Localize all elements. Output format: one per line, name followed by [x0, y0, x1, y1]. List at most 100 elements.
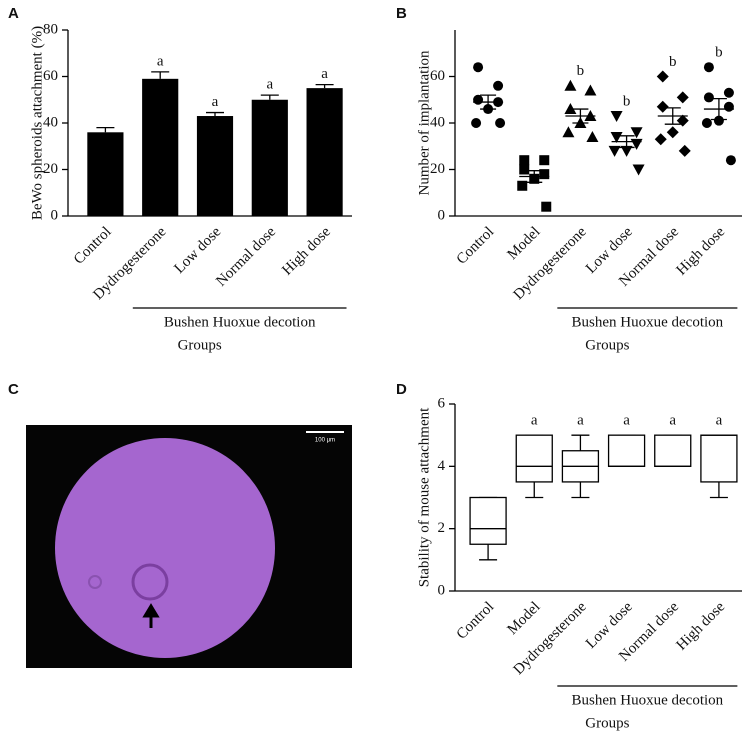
point	[473, 62, 484, 73]
point	[656, 100, 669, 113]
group-label: Bushen Huoxue decotion	[572, 314, 724, 330]
y-tick-label: 60	[43, 68, 58, 84]
bar	[87, 132, 124, 216]
point	[703, 92, 714, 103]
point	[564, 79, 577, 91]
y-tick-label: 2	[438, 520, 446, 536]
spheroid	[131, 563, 169, 601]
y-tick-label: 60	[430, 68, 445, 84]
scale-label: 100 μm	[315, 438, 335, 444]
x-axis-label: Groups	[585, 715, 629, 731]
y-tick-label: 4	[438, 458, 446, 474]
x-tick-label: Control	[454, 599, 498, 643]
x-tick-label: High dose	[674, 224, 729, 279]
micrograph: 100 μm	[26, 425, 352, 668]
annotation: a	[577, 413, 584, 429]
annotation: a	[669, 413, 676, 429]
y-tick-label: 80	[43, 21, 58, 37]
point	[610, 111, 623, 123]
arrow	[142, 603, 160, 628]
y-tick-label: 0	[438, 207, 446, 223]
point	[656, 70, 669, 83]
annotation: a	[212, 94, 219, 110]
bar	[251, 99, 288, 216]
point	[620, 145, 633, 157]
point	[495, 118, 506, 128]
point	[608, 145, 621, 157]
point	[473, 94, 484, 105]
annotation: a	[266, 77, 273, 93]
point	[493, 80, 504, 91]
annotation: b	[577, 63, 585, 79]
point	[517, 180, 528, 191]
x-tick-label: Model	[504, 599, 543, 638]
point	[654, 133, 667, 146]
point	[586, 130, 599, 142]
point	[676, 91, 689, 104]
y-axis-label: Stability of mouse attachment	[416, 407, 432, 587]
point	[471, 118, 482, 128]
group-label: Bushen Huoxue decotion	[572, 692, 724, 708]
box	[469, 496, 507, 545]
point	[666, 126, 679, 139]
x-tick-label: Normal dose	[213, 224, 279, 290]
annotation: b	[623, 93, 631, 109]
cell	[88, 575, 102, 589]
annotation: b	[669, 54, 677, 70]
panel-label: D	[396, 381, 407, 398]
y-tick-label: 40	[43, 114, 58, 130]
x-tick-label: Control	[71, 224, 115, 268]
point	[539, 169, 550, 180]
point	[678, 144, 691, 157]
annotation: b	[715, 45, 723, 61]
annotation: a	[531, 413, 538, 429]
x-tick-label: High dose	[674, 599, 729, 654]
bar	[142, 78, 179, 216]
annotation: a	[716, 413, 723, 429]
x-tick-label: Control	[454, 224, 498, 268]
x-tick-label: High dose	[279, 224, 334, 279]
point	[519, 155, 530, 166]
point	[723, 87, 734, 98]
box	[700, 434, 738, 483]
annotation: a	[321, 66, 328, 82]
y-axis-label: Number of implantation	[416, 50, 432, 195]
point	[703, 62, 714, 73]
y-tick-label: 40	[430, 114, 445, 130]
y-tick-label: 0	[51, 207, 59, 223]
point	[630, 138, 643, 150]
field-of-view	[55, 438, 275, 658]
bar	[306, 88, 343, 216]
group-label: Bushen Huoxue decotion	[164, 314, 316, 330]
point	[584, 84, 597, 96]
panel-label: C	[8, 381, 19, 398]
point	[564, 103, 577, 115]
point	[725, 155, 736, 166]
box	[515, 434, 553, 483]
x-axis-label: Groups	[585, 337, 629, 353]
point	[610, 131, 623, 143]
point	[630, 127, 643, 139]
annotation: a	[157, 53, 164, 69]
x-tick-label: Low dose	[171, 224, 224, 277]
point	[632, 164, 645, 176]
box	[607, 434, 646, 467]
point	[723, 101, 734, 112]
box	[654, 434, 692, 467]
point	[539, 155, 550, 166]
point	[519, 164, 530, 175]
point	[713, 115, 724, 126]
point	[541, 201, 552, 212]
point	[562, 126, 575, 138]
y-axis-label: BeWo spheroids attachment (%)	[29, 26, 45, 220]
x-tick-label: Model	[504, 224, 543, 263]
panel-label: B	[396, 5, 407, 22]
bar	[196, 116, 234, 216]
panel-label: A	[8, 5, 19, 22]
y-tick-label: 6	[438, 395, 446, 411]
annotation: a	[623, 413, 630, 429]
x-axis-label: Groups	[178, 337, 222, 353]
y-tick-label: 20	[430, 161, 445, 177]
point	[701, 118, 712, 128]
